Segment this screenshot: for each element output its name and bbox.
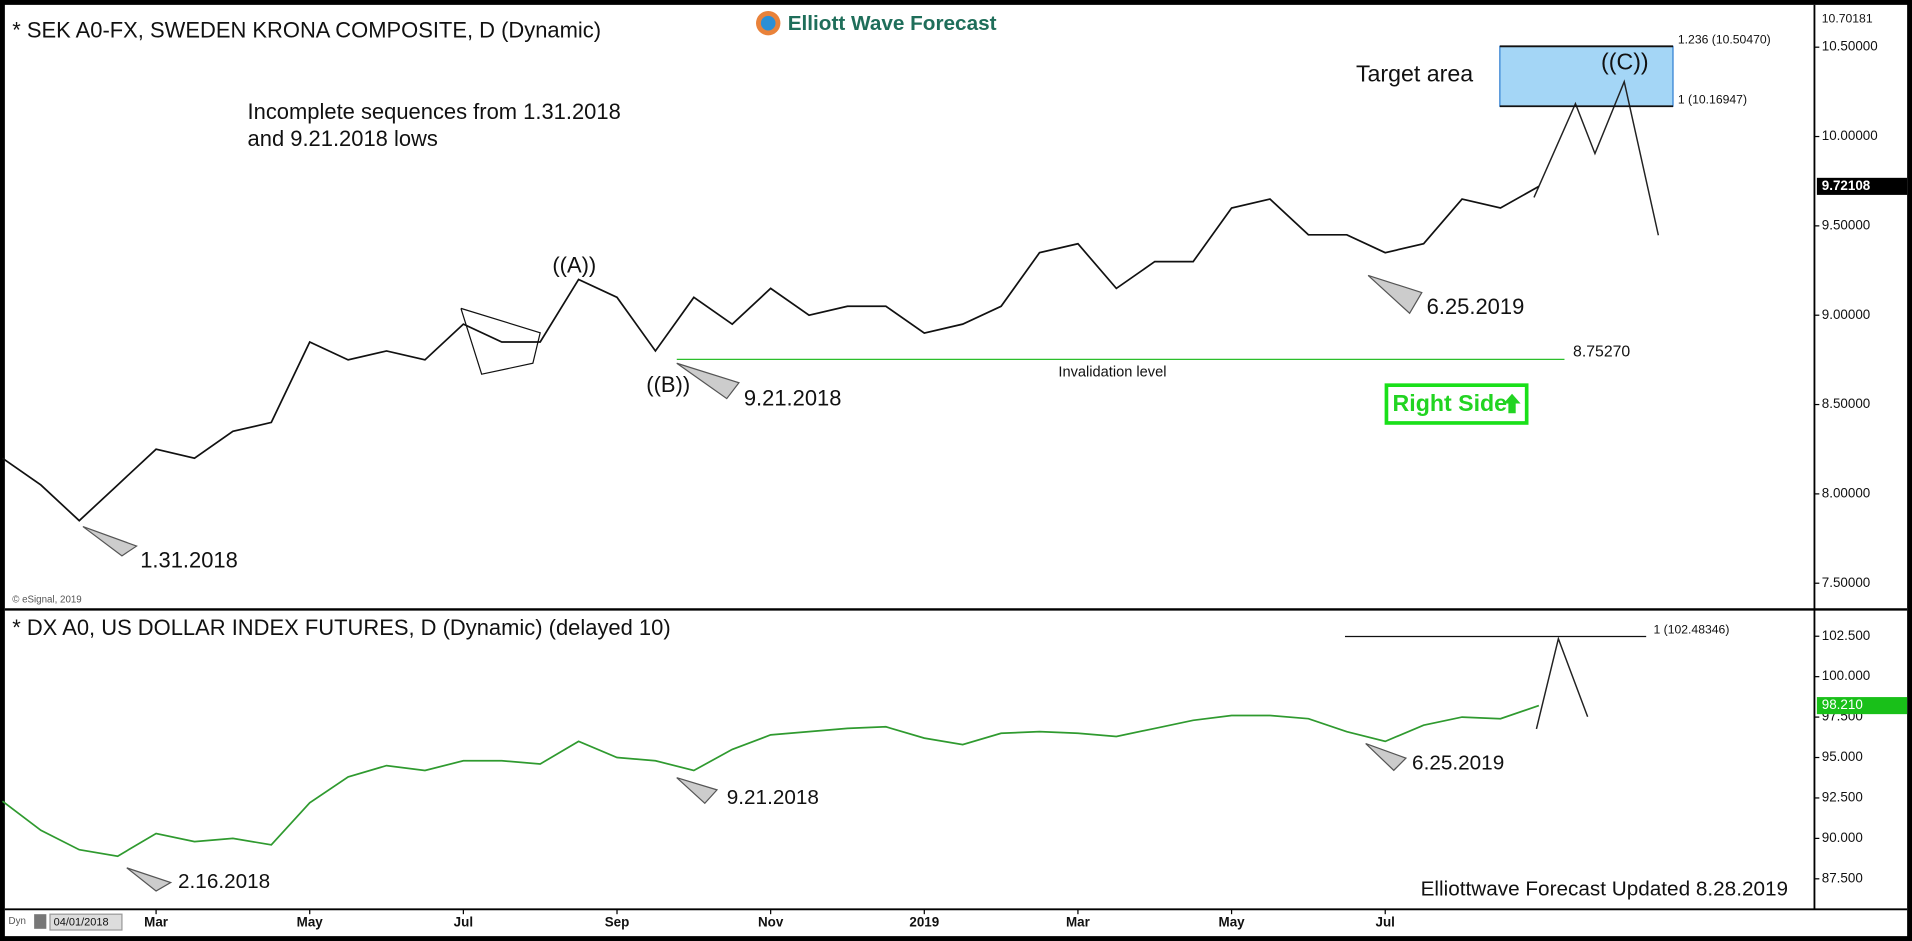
arrow-icon: [1503, 393, 1521, 414]
y-tick-label: 102.500: [1822, 628, 1870, 643]
bottom-title: * DX A0, US DOLLAR INDEX FUTURES, D (Dyn…: [12, 615, 670, 640]
x-tick-label: Mar: [144, 914, 169, 929]
fib-label: 1.236 (10.50470): [1678, 32, 1771, 46]
note: and 9.21.2018 lows: [248, 126, 438, 151]
low-marker: [676, 362, 740, 400]
x-tick-label: Jul: [1376, 914, 1395, 929]
last-price-tag: [1816, 177, 1908, 195]
low-marker: [126, 867, 173, 892]
x-tick-label: 2019: [909, 914, 939, 929]
last-price: 98.210: [1822, 697, 1863, 712]
wave-label: ((C)): [1601, 49, 1649, 75]
y-tick-label: 8.50000: [1822, 396, 1870, 411]
note: Incomplete sequences from 1.31.2018: [248, 99, 621, 124]
target-box: [1499, 45, 1674, 107]
fib-label: 1 (10.16947): [1678, 92, 1747, 106]
logo-icon-inner: [760, 15, 776, 31]
logo: Elliott Wave Forecast: [788, 12, 997, 35]
projection: [1533, 79, 1660, 236]
mode-icon: [34, 914, 47, 929]
y-tick-label: 8.00000: [1822, 485, 1870, 500]
y-tick-label: 87.500: [1822, 870, 1863, 885]
target-label: Target area: [1356, 61, 1473, 87]
top-title: * SEK A0-FX, SWEDEN KRONA COMPOSITE, D (…: [12, 17, 601, 42]
fib-label: 1 (102.48346): [1653, 623, 1729, 637]
y-tick-label: 92.500: [1822, 790, 1863, 805]
y-tick-label: 95.000: [1822, 749, 1863, 764]
invalidation-value: 8.75270: [1573, 343, 1630, 360]
price-line: [1, 185, 1540, 522]
source: © eSignal, 2019: [12, 594, 82, 605]
x-tick-label: May: [297, 914, 324, 929]
x-start-box: [49, 913, 123, 931]
y-tick-label: 100.000: [1822, 668, 1870, 683]
low-marker: [1365, 742, 1408, 772]
low-label: 1.31.2018: [140, 548, 238, 573]
y-tick-label: 9.00000: [1822, 307, 1870, 322]
low-label: 6.25.2019: [1412, 752, 1504, 775]
last-price: 9.72108: [1822, 178, 1871, 193]
x-tick-label: Mar: [1066, 914, 1091, 929]
right-side: Right Side: [1393, 390, 1508, 416]
wave-label: ((A)): [552, 253, 596, 278]
low-label: 9.21.2018: [727, 786, 819, 809]
x-tick-label: Sep: [605, 914, 630, 929]
y-tick-label: 10.00000: [1822, 128, 1878, 143]
low-marker: [676, 777, 719, 805]
mode: Dyn: [9, 916, 26, 927]
y-tick-label: 7.50000: [1822, 575, 1870, 590]
x-tick-label: Nov: [758, 914, 784, 929]
x-start: 04/01/2018: [54, 917, 109, 929]
triangle-pattern: [460, 307, 541, 375]
wave-label: ((B)): [646, 372, 690, 397]
right-side-box: [1384, 383, 1529, 425]
y-tick-label: 10.50000: [1822, 39, 1878, 54]
invalidation-text: Invalidation level: [1058, 365, 1166, 381]
price-line: [1, 704, 1540, 858]
y-tick-label: 9.50000: [1822, 217, 1870, 232]
canvas: [4, 4, 1908, 937]
x-tick-label: May: [1219, 914, 1246, 929]
x-tick-label: Jul: [454, 914, 473, 929]
last-price-tag: [1816, 697, 1908, 715]
low-label: 2.16.2018: [178, 870, 270, 893]
low-marker: [1367, 274, 1423, 315]
footer: Elliottwave Forecast Updated 8.28.2019: [1421, 877, 1788, 900]
low-marker: [82, 525, 138, 557]
projection: [1535, 636, 1589, 730]
low-label: 9.21.2018: [744, 386, 842, 411]
low-label: 6.25.2019: [1427, 294, 1525, 319]
y-tick-label: 90.000: [1822, 830, 1863, 845]
axis-top: 10.70181: [1822, 12, 1873, 26]
